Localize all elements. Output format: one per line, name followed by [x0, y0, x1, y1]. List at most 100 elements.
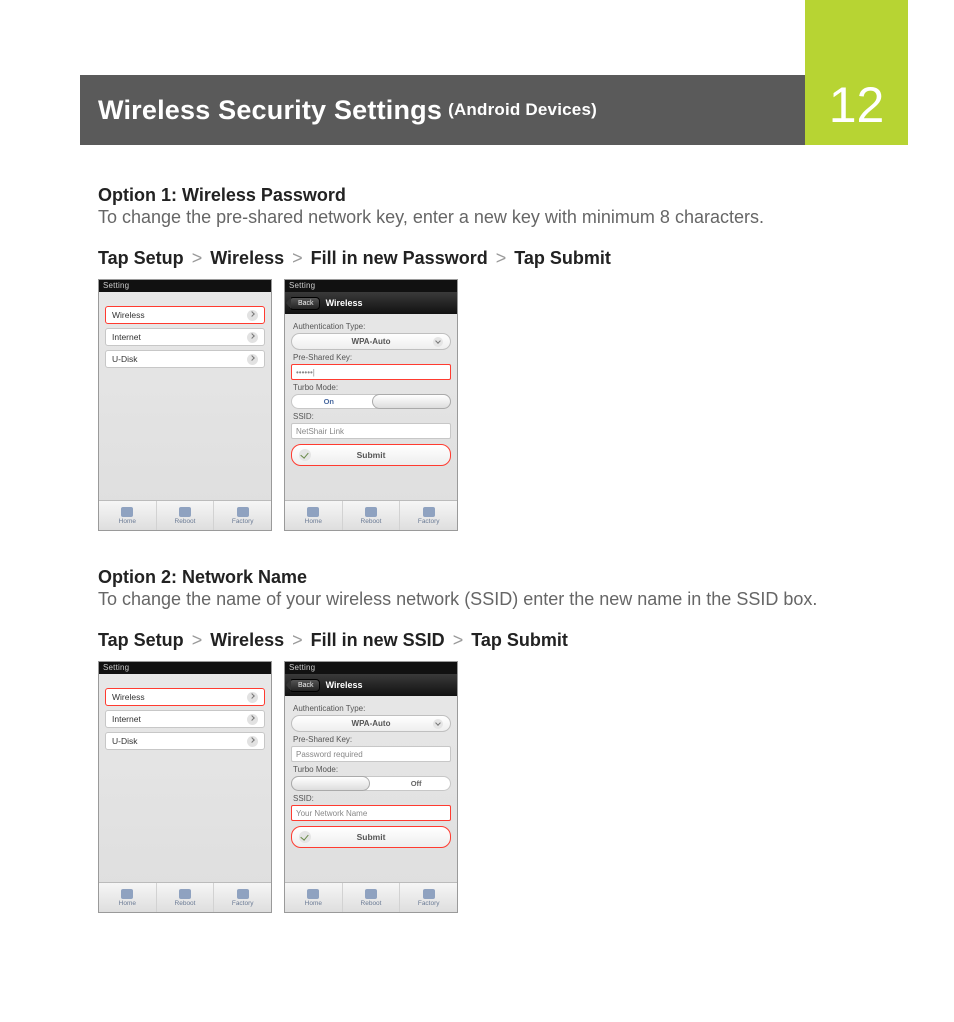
phone-topbar: Setting	[99, 662, 271, 674]
phone-body: Wireless Internet U-Disk	[99, 292, 271, 500]
phone-tabbar: Home Reboot Factory	[99, 500, 271, 530]
chevron-right-icon	[247, 354, 258, 365]
breadcrumb-step: Wireless	[210, 248, 284, 268]
psk-input[interactable]: ••••••|	[291, 364, 451, 380]
psk-value: ••••••|	[296, 368, 315, 377]
menu-item-internet[interactable]: Internet	[105, 710, 265, 728]
auth-type-value: WPA-Auto	[352, 337, 391, 346]
tab-label: Reboot	[175, 900, 196, 907]
tab-label: Reboot	[361, 900, 382, 907]
chevron-down-icon	[433, 337, 443, 347]
option2-heading: Option 2: Network Name	[98, 567, 898, 588]
breadcrumb-sep: >	[289, 248, 306, 268]
tab-home[interactable]: Home	[285, 883, 343, 912]
menu-item-internet[interactable]: Internet	[105, 328, 265, 346]
phone-navbar: Back Wireless	[285, 292, 457, 314]
chevron-right-icon	[247, 714, 258, 725]
chevron-right-icon	[247, 332, 258, 343]
tab-reboot[interactable]: Reboot	[157, 501, 215, 530]
auth-type-label: Authentication Type:	[293, 322, 451, 331]
phone-body: Authentication Type: WPA-Auto Pre-Shared…	[285, 314, 457, 500]
breadcrumb-step: Tap Setup	[98, 630, 184, 650]
tab-home[interactable]: Home	[99, 501, 157, 530]
tab-reboot[interactable]: Reboot	[343, 883, 401, 912]
reboot-icon	[365, 507, 377, 517]
ssid-input[interactable]: Your Network Name	[291, 805, 451, 821]
option2-breadcrumb: Tap Setup > Wireless > Fill in new SSID …	[98, 630, 898, 651]
toggle-state: Off	[411, 779, 422, 788]
back-button[interactable]: Back	[289, 679, 320, 692]
phone-navbar: Back Wireless	[285, 674, 457, 696]
breadcrumb-step: Tap Submit	[471, 630, 568, 650]
option2-body: To change the name of your wireless netw…	[98, 589, 898, 610]
submit-button[interactable]: Submit	[291, 826, 451, 848]
option2-screens: Setting Wireless Internet U-Disk	[98, 661, 898, 913]
breadcrumb-sep: >	[493, 248, 510, 268]
nav-title: Wireless	[326, 680, 363, 690]
menu-item-udisk[interactable]: U-Disk	[105, 350, 265, 368]
back-label: Back	[298, 682, 314, 689]
tab-label: Factory	[418, 900, 440, 907]
tab-home[interactable]: Home	[285, 501, 343, 530]
phone-tabbar: Home Reboot Factory	[99, 882, 271, 912]
breadcrumb-step: Wireless	[210, 630, 284, 650]
ssid-label: SSID:	[293, 794, 451, 803]
auth-type-select[interactable]: WPA-Auto	[291, 715, 451, 732]
psk-label: Pre-Shared Key:	[293, 735, 451, 744]
back-label: Back	[298, 300, 314, 307]
back-button[interactable]: Back	[289, 297, 320, 310]
turbo-toggle[interactable]: On	[291, 394, 451, 409]
nav-title: Wireless	[326, 298, 363, 308]
page-subtitle: (Android Devices)	[448, 100, 597, 120]
phone-topbar: Setting	[285, 662, 457, 674]
tab-label: Factory	[232, 900, 254, 907]
breadcrumb-sep: >	[289, 630, 306, 650]
submit-button[interactable]: Submit	[291, 444, 451, 466]
reboot-icon	[179, 507, 191, 517]
page-number: 12	[829, 80, 885, 130]
tab-home[interactable]: Home	[99, 883, 157, 912]
breadcrumb-step: Tap Setup	[98, 248, 184, 268]
reboot-icon	[179, 889, 191, 899]
tab-label: Home	[119, 900, 136, 907]
tab-factory[interactable]: Factory	[400, 883, 457, 912]
phone-mock-menu: Setting Wireless Internet U-Disk	[98, 661, 272, 913]
menu-item-wireless[interactable]: Wireless	[105, 688, 265, 706]
tab-label: Reboot	[361, 518, 382, 525]
phone-body: Wireless Internet U-Disk	[99, 674, 271, 882]
auth-type-select[interactable]: WPA-Auto	[291, 333, 451, 350]
auth-type-value: WPA-Auto	[352, 719, 391, 728]
phone-mock-wireless-pw: Setting Back Wireless Authentication Typ…	[284, 279, 458, 531]
option1-screens: Setting Wireless Internet U-Disk	[98, 279, 898, 531]
turbo-toggle[interactable]: Off	[291, 776, 451, 791]
chevron-down-icon	[433, 719, 443, 729]
tab-label: Reboot	[175, 518, 196, 525]
menu-item-wireless[interactable]: Wireless	[105, 306, 265, 324]
tab-label: Home	[119, 518, 136, 525]
tab-factory[interactable]: Factory	[214, 883, 271, 912]
breadcrumb-sep: >	[450, 630, 467, 650]
option1-breadcrumb: Tap Setup > Wireless > Fill in new Passw…	[98, 248, 898, 269]
tab-reboot[interactable]: Reboot	[343, 501, 401, 530]
menu-item-label: Internet	[112, 714, 141, 724]
tab-factory[interactable]: Factory	[400, 501, 457, 530]
tab-factory[interactable]: Factory	[214, 501, 271, 530]
phone-topbar: Setting	[285, 280, 457, 292]
psk-input[interactable]: Password required	[291, 746, 451, 762]
menu-item-udisk[interactable]: U-Disk	[105, 732, 265, 750]
breadcrumb-step: Fill in new SSID	[311, 630, 445, 650]
auth-type-label: Authentication Type:	[293, 704, 451, 713]
psk-value: Password required	[296, 750, 363, 759]
page-header: Wireless Security Settings (Android Devi…	[80, 75, 805, 145]
tab-reboot[interactable]: Reboot	[157, 883, 215, 912]
submit-label: Submit	[357, 832, 386, 842]
turbo-label: Turbo Mode:	[293, 765, 451, 774]
factory-icon	[423, 889, 435, 899]
page-title: Wireless Security Settings	[98, 95, 442, 126]
ssid-input[interactable]: NetShair Link	[291, 423, 451, 439]
toggle-knob	[291, 776, 370, 791]
home-icon	[307, 889, 319, 899]
home-icon	[307, 507, 319, 517]
reboot-icon	[365, 889, 377, 899]
phone-tabbar: Home Reboot Factory	[285, 500, 457, 530]
